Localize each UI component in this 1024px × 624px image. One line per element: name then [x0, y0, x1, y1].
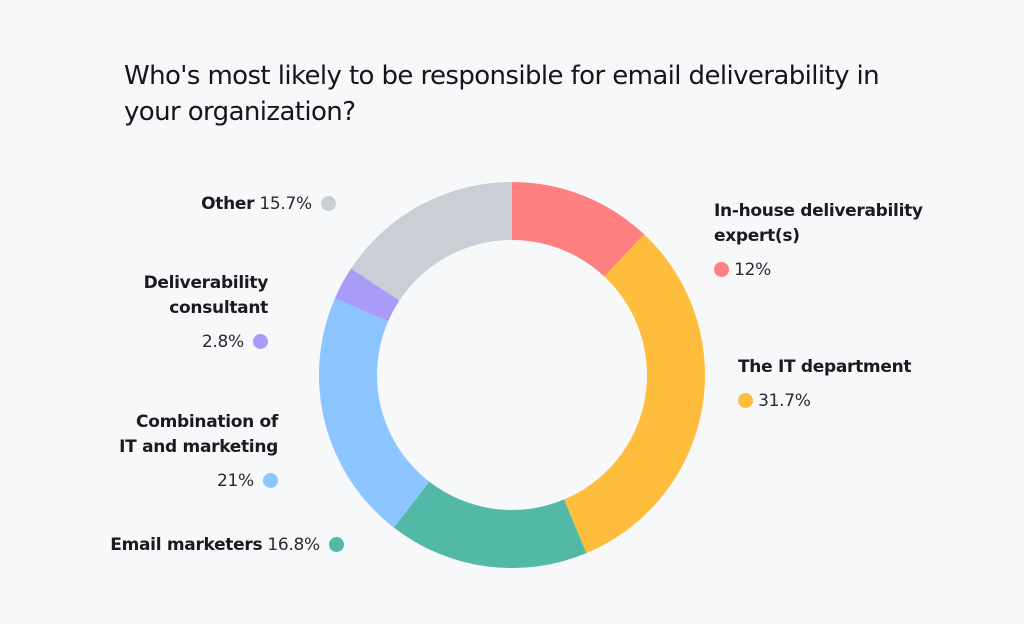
- legend-dot-consultant: [253, 334, 268, 349]
- legend-dot-other: [321, 196, 336, 211]
- label-inhouse-title-1: In-house deliverability: [714, 201, 923, 221]
- label-combo: Combination of IT and marketing: [119, 410, 278, 460]
- chart-title: Who's most likely to be responsible for …: [124, 61, 880, 127]
- label-consultant-value: 2.8%: [201, 332, 244, 352]
- legend-dot-email: [329, 537, 344, 552]
- label-it-title: The IT department: [738, 357, 912, 377]
- label-combo-value-row: 21%: [217, 469, 278, 494]
- label-consultant-title-1: Deliverability: [143, 273, 269, 293]
- label-consultant: Deliverability consultant: [143, 271, 269, 321]
- label-combo-title-2: IT and marketing: [119, 437, 278, 457]
- label-it-value: 31.7%: [758, 391, 811, 411]
- label-it: The IT department 31.7%: [738, 355, 912, 414]
- label-consultant-title-2: consultant: [169, 298, 268, 318]
- label-inhouse-title-2: expert(s): [714, 226, 800, 246]
- label-other: Other 15.7%: [201, 192, 336, 217]
- label-inhouse: In-house deliverability expert(s) 12%: [714, 199, 923, 283]
- label-email-title: Email marketers: [110, 535, 263, 555]
- donut-slice-the-it-department: [564, 234, 706, 554]
- donut-slice-deliverability-consultant: [334, 268, 400, 322]
- label-combo-title-1: Combination of: [136, 412, 278, 432]
- legend-dot-inhouse: [714, 262, 729, 277]
- label-other-value: 15.7%: [259, 194, 312, 214]
- label-consultant-value-row: 2.8%: [202, 330, 268, 355]
- legend-dot-combo: [263, 473, 278, 488]
- label-combo-value: 21%: [217, 471, 254, 491]
- donut-slice-other: [351, 182, 512, 301]
- donut-slice-in-house-deliverability-expert-s: [512, 182, 645, 277]
- label-inhouse-value: 12%: [734, 260, 771, 280]
- label-email: Email marketers 16.8%: [110, 533, 344, 558]
- legend-dot-it: [738, 393, 753, 408]
- label-other-title: Other: [201, 194, 255, 214]
- label-email-value: 16.8%: [267, 535, 320, 555]
- donut-slice-combination-of-it-and-marketing: [319, 298, 430, 528]
- donut-slices: [319, 182, 706, 568]
- donut-slice-email-marketers: [393, 481, 587, 568]
